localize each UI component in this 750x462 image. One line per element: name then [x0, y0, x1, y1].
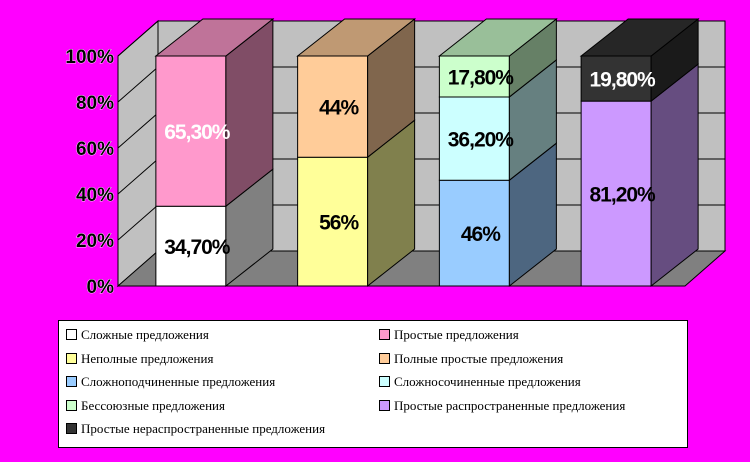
legend-label: Простые нераспространенные предложения	[81, 421, 326, 436]
legend-item: Сложные предложения	[66, 328, 209, 342]
bar-segment-top	[154, 18, 275, 57]
legend-item: Простые предложения	[379, 328, 519, 342]
y-tick-label: 40%	[76, 185, 114, 206]
legend-item: Простые распространенные предложения	[379, 397, 626, 413]
legend-swatch	[66, 352, 77, 364]
legend-swatch	[66, 399, 77, 411]
legend-swatch	[379, 329, 390, 340]
y-tick-label: 20%	[76, 231, 114, 252]
data-label: 19,80%	[590, 69, 657, 92]
bar-segment-top	[296, 18, 417, 57]
chart-legend: Сложные предложения Простые предложения Не…	[58, 320, 688, 448]
bar-segment-top	[437, 18, 558, 57]
legend-item: Сложноподчиненные предложения	[66, 375, 275, 389]
data-label: 65,30%	[164, 121, 231, 144]
data-label: 46%	[461, 223, 501, 246]
legend-item: Сложносочиненные предложения	[379, 375, 581, 389]
legend-item: Простые нераспространенные предложения	[66, 422, 325, 436]
data-label: 34,70%	[164, 236, 231, 259]
legend-label: Сложные предложения	[81, 327, 209, 342]
legend-label: Простые предложения	[394, 327, 519, 342]
legend-label: Сложносочиненные предложения	[394, 374, 581, 389]
data-label: 36,20%	[448, 129, 515, 152]
legend-label: Простые распространенные предложения	[394, 397, 626, 413]
legend-swatch	[66, 329, 77, 340]
y-tick-label: 100%	[65, 47, 114, 68]
legend-item: Бессоюзные предложения	[66, 397, 225, 413]
y-tick-label: 80%	[76, 93, 114, 114]
legend-swatch	[379, 352, 390, 364]
bar-segment-top	[579, 18, 700, 57]
legend-item: Неполные предложения	[66, 350, 214, 366]
y-tick-label: 0%	[87, 277, 115, 298]
data-label: 44%	[319, 97, 359, 120]
legend-label: Полные простые предложения	[394, 350, 564, 366]
legend-swatch	[379, 376, 390, 387]
y-tick-label: 60%	[76, 139, 114, 160]
legend-label: Сложноподчиненные предложения	[81, 374, 276, 389]
legend-label: Бессоюзные предложения	[81, 397, 225, 413]
data-label: 81,20%	[590, 184, 657, 207]
data-label: 56%	[319, 212, 359, 235]
legend-item: Полные простые предложения	[379, 350, 564, 366]
legend-swatch	[379, 399, 390, 411]
data-label: 17,80%	[448, 66, 515, 89]
legend-label: Неполные предложения	[81, 350, 214, 366]
legend-swatch	[66, 423, 77, 434]
bar-segment-side	[650, 63, 699, 288]
chart-side-wall	[117, 19, 159, 288]
stacked-bar-chart-3d: 0% 20% 40% 60% 80% 100% 34,70% 65,30% 56% 44% 46% 3…	[65, 17, 727, 298]
legend-swatch	[66, 376, 77, 387]
